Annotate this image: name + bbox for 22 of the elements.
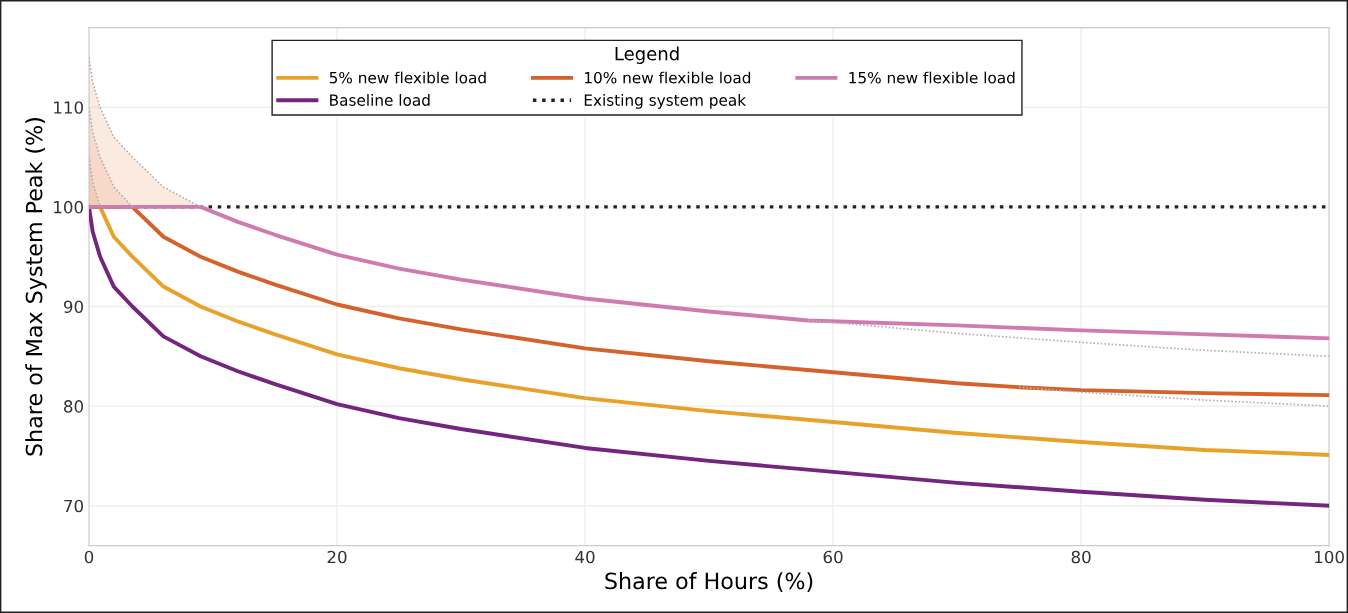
x-tick-label: 20 — [327, 550, 347, 564]
x-tick-label: 60 — [823, 550, 843, 564]
line-series — [807, 319, 1330, 358]
line-series — [1018, 386, 1330, 407]
x-tick-label: 40 — [575, 550, 595, 564]
line-series — [88, 204, 1330, 341]
y-tick-label: 110 — [54, 101, 83, 114]
legend-label: 10% new flexible load — [585, 71, 751, 84]
y-tick-label: 100 — [54, 200, 83, 214]
y-axis-title: Share of Max System Peak (%) — [25, 118, 47, 456]
x-tick-label: 80 — [1071, 550, 1091, 564]
legend-label: Existing system peak — [584, 94, 747, 109]
x-tick-label: 0 — [84, 550, 94, 564]
x-axis-title: Share of Hours (%) — [605, 572, 813, 592]
legend-title: Legend — [615, 46, 679, 64]
legend-label: 5% new flexible load — [329, 71, 486, 84]
y-tick-label: 90 — [63, 300, 83, 314]
legend-label: Baseline load — [330, 94, 430, 106]
x-tick-label: 100 — [1315, 550, 1344, 564]
legend-label: 15% new flexible load — [849, 71, 1015, 84]
y-tick-label: 80 — [64, 400, 83, 413]
y-tick-label: 70 — [64, 499, 83, 513]
